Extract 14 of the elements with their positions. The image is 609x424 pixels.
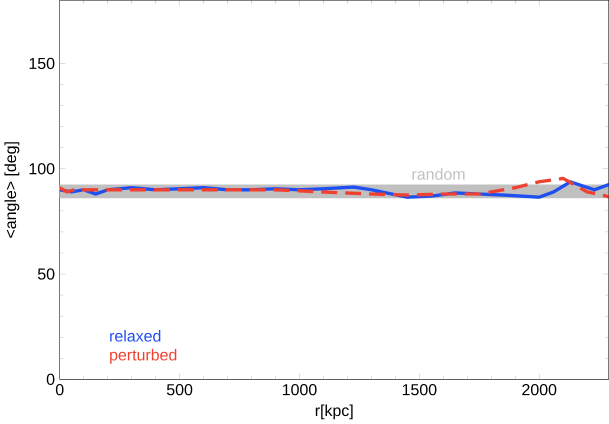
y-tick-label: 0 bbox=[46, 374, 54, 386]
y-tick-label: 150 bbox=[30, 58, 54, 70]
x-tick-label: 2000 bbox=[522, 384, 556, 396]
x-tick-label: 0 bbox=[56, 384, 64, 396]
x-tick-label: 1000 bbox=[282, 384, 317, 396]
text: perturbed bbox=[110, 348, 176, 364]
x-tick-label: 500 bbox=[166, 384, 192, 396]
x-tick-label: 1500 bbox=[402, 384, 436, 396]
x-axis-title: r[kpc] bbox=[316, 404, 353, 420]
y-tick-label: 100 bbox=[30, 163, 54, 175]
y-tick-label: 50 bbox=[38, 268, 54, 280]
y-axis-title: <angle> [deg] bbox=[4, 142, 20, 238]
text: relaxed bbox=[110, 330, 160, 342]
band-label: random bbox=[412, 168, 465, 180]
